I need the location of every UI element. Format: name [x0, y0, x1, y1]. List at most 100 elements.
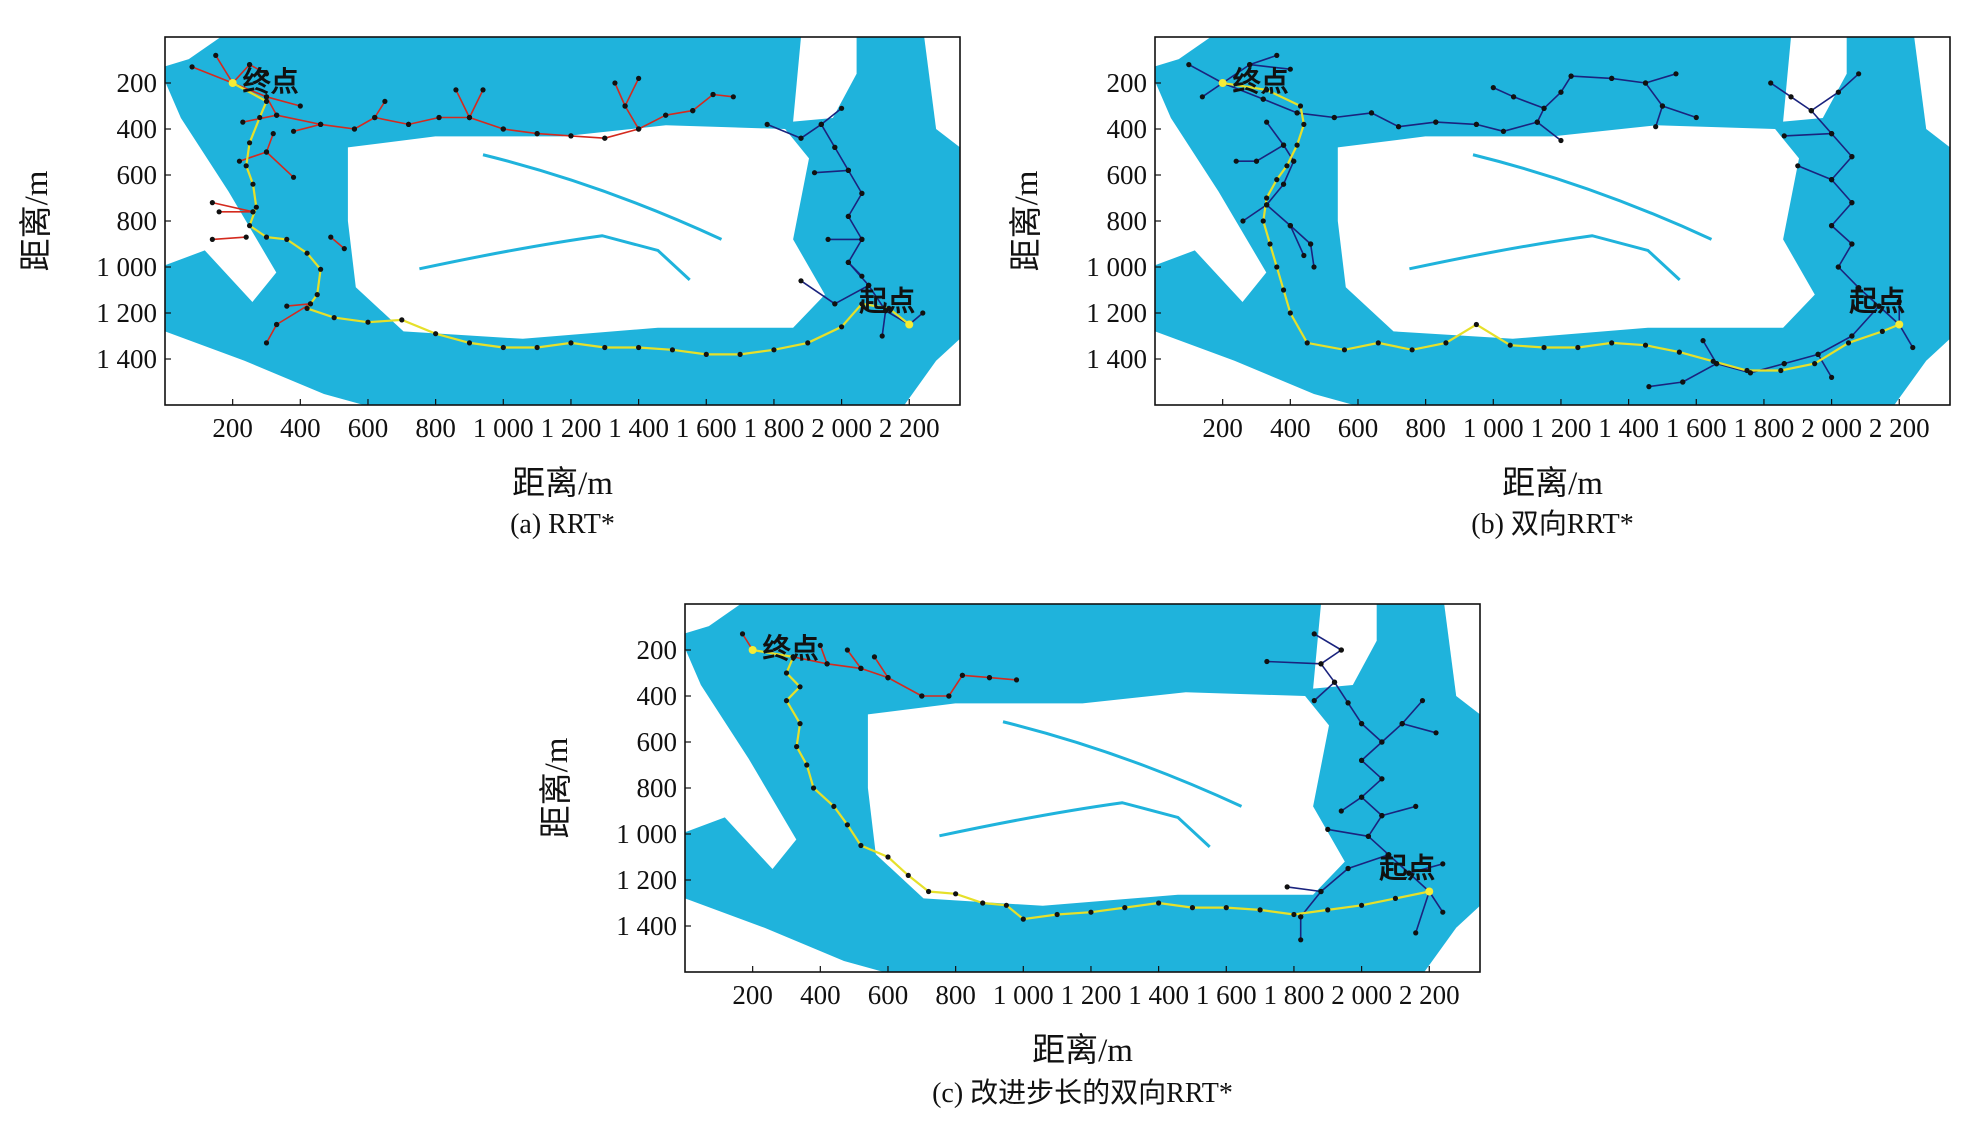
tree-node — [263, 234, 270, 240]
path-line — [1222, 81, 1900, 372]
tree-node — [1325, 826, 1331, 833]
tree-edge — [265, 133, 275, 153]
tree-edge — [1830, 156, 1853, 181]
tree-node — [466, 340, 473, 346]
tree-node — [690, 108, 696, 114]
tree-node — [243, 163, 249, 169]
tree-node — [866, 282, 872, 288]
tree-node — [1710, 358, 1716, 364]
tree-edge — [1334, 112, 1372, 119]
land-region-6 — [347, 125, 825, 339]
tree-edge — [1320, 663, 1336, 683]
tree-node — [1413, 930, 1419, 936]
x-tick-label: 1 200 — [541, 413, 602, 443]
tree-node — [859, 236, 865, 242]
tree-node — [1325, 907, 1331, 913]
inner-channel — [419, 234, 691, 281]
tree-node — [871, 654, 878, 660]
tree-node — [1294, 142, 1300, 148]
tree-edge — [860, 667, 889, 679]
tree-edge — [814, 169, 849, 174]
tree-edge — [1810, 91, 1839, 112]
y-tick-label: 1 400 — [616, 911, 677, 941]
tree-node — [243, 234, 249, 240]
tree-edge — [1810, 110, 1833, 135]
x-tick-label: 2 000 — [1331, 980, 1392, 1010]
tree-edge — [624, 105, 640, 130]
x-axis-label: 距离/m — [1032, 1032, 1133, 1069]
tree-edge — [1476, 123, 1504, 133]
tree-node — [1507, 342, 1513, 348]
tree-node — [263, 149, 270, 155]
tree-edge — [1249, 63, 1291, 70]
tree-edge — [1858, 287, 1880, 307]
tree-edge — [1503, 121, 1538, 133]
tree-node — [1828, 374, 1835, 380]
tree-node — [1534, 119, 1540, 125]
tree-node — [832, 301, 838, 307]
tree-node — [844, 822, 850, 828]
tree-node — [318, 266, 324, 272]
land-region-5 — [1894, 338, 1950, 405]
x-tick-label: 200 — [212, 413, 253, 443]
tree-node — [1304, 340, 1310, 346]
land-region-0 — [1155, 81, 1267, 302]
tree-node — [818, 121, 824, 127]
tree-node — [1609, 340, 1615, 346]
tree-edge — [1327, 828, 1369, 838]
tree-node — [1287, 66, 1293, 72]
tree-edge — [793, 656, 828, 665]
tree-node — [1264, 87, 1270, 93]
tree-edge — [1222, 82, 1264, 100]
tree-node — [246, 140, 253, 146]
tree-node — [1379, 776, 1385, 782]
tree-node — [771, 347, 777, 353]
tree-node — [1744, 367, 1750, 374]
tree-edge — [1388, 854, 1410, 874]
tree-edge — [1398, 121, 1436, 128]
tree-node — [1375, 340, 1381, 346]
tree-node — [1808, 108, 1814, 114]
tree-node — [1835, 264, 1841, 270]
tree-node — [622, 103, 628, 109]
tree-edge — [826, 663, 862, 670]
land-region-3 — [1914, 37, 1950, 148]
tree-edge — [712, 93, 734, 98]
tree-node — [946, 693, 952, 699]
land-region-4 — [165, 331, 364, 405]
tree-node — [290, 128, 297, 134]
tree-edge — [1265, 121, 1285, 146]
tree-node — [263, 340, 270, 346]
tree-edge — [1428, 891, 1444, 913]
tree-node — [811, 170, 818, 176]
tree-node — [236, 158, 243, 164]
tree-edge — [468, 89, 484, 118]
tree-edge — [1367, 835, 1390, 856]
tree-edge — [1371, 112, 1399, 128]
tree-node — [1280, 142, 1287, 148]
tree-node — [636, 344, 642, 351]
tree-edge — [276, 114, 321, 126]
inner-channel-2 — [482, 153, 723, 241]
tree-edge — [847, 238, 863, 263]
tree-node — [1386, 852, 1392, 858]
tree-edge — [1361, 741, 1383, 761]
tree-node — [328, 234, 334, 240]
x-tick-label: 200 — [1202, 413, 1243, 443]
tree-edge — [1435, 121, 1477, 126]
tree-node — [1849, 241, 1855, 247]
tree-edge — [1361, 723, 1383, 743]
tree-node — [1341, 347, 1348, 353]
tree-node — [1828, 223, 1835, 229]
tree-node — [213, 52, 219, 59]
x-tick-label: 1 200 — [1061, 980, 1122, 1010]
tree-node — [1345, 700, 1351, 706]
tree-node — [209, 200, 215, 206]
tree-node — [925, 888, 932, 895]
tree-node — [1338, 808, 1344, 814]
tree-node — [1395, 124, 1402, 130]
tree-node — [534, 344, 540, 351]
tree-node — [480, 87, 486, 93]
start-marker — [1895, 320, 1904, 329]
